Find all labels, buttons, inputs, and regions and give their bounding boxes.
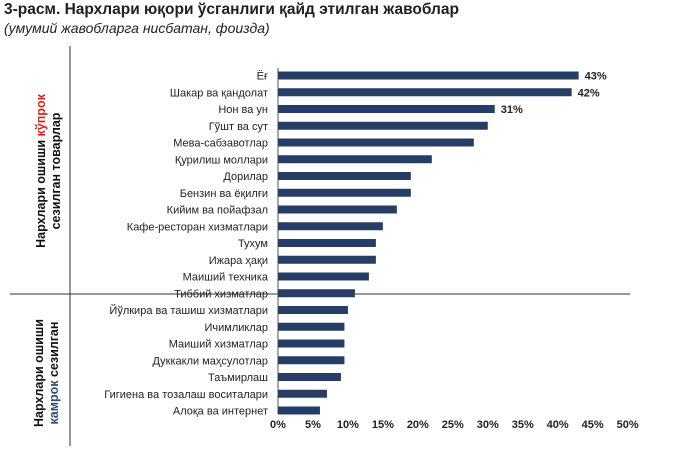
data-label-1: 43% — [585, 71, 607, 83]
x-tick-4: 20% — [407, 419, 429, 431]
bar-1 — [278, 71, 579, 80]
bar-14 — [278, 289, 355, 298]
data-label-2: 42% — [578, 87, 600, 99]
category-label-4: Гўшт ва сут — [209, 121, 268, 133]
x-tick-1: 5% — [305, 419, 321, 431]
category-label-21: Алоқа ва интернет — [173, 406, 268, 418]
data-label-3: 31% — [501, 104, 523, 116]
category-label-19: Таъмирлаш — [208, 372, 268, 384]
category-label-18: Дуккакли маҳсулотлар — [152, 355, 268, 367]
category-label-17: Маиший хизматлар — [169, 339, 268, 351]
category-label-1: Ёғ — [257, 71, 268, 83]
category-label-20: Гигиена ва тозалаш воситалари — [104, 389, 268, 401]
category-label-6: Қурилиш моллари — [175, 154, 268, 166]
category-label-10: Кафе-ресторан хизматлари — [127, 221, 268, 233]
category-label-8: Бензин ва ёқилғи — [180, 188, 268, 200]
category-label-12: Ижара ҳақи — [209, 255, 268, 267]
bar-16 — [278, 322, 345, 331]
x-tick-6: 30% — [477, 419, 499, 431]
bar-18 — [278, 356, 345, 365]
bar-2 — [278, 88, 572, 97]
chart-subtitle: (умумий жавобларга нисбатан, фоизда) — [4, 20, 270, 36]
bar-13 — [278, 272, 369, 281]
bar-9 — [278, 205, 397, 214]
category-label-7: Дорилар — [223, 171, 268, 183]
bar-17 — [278, 339, 345, 348]
x-tick-2: 10% — [337, 419, 359, 431]
x-tick-8: 40% — [547, 419, 569, 431]
bar-5 — [278, 138, 474, 147]
category-label-3: Нон ва ун — [218, 104, 268, 116]
bar-11 — [278, 239, 376, 247]
bar-15 — [278, 306, 348, 314]
chart-title: 3-расм. Нархлари юқори ўсганлиги қайд эт… — [4, 1, 459, 18]
category-label-15: Йўлкира ва ташиш хизматлари — [109, 304, 268, 317]
x-tick-9: 45% — [582, 419, 604, 431]
category-label-2: Шакар ва қандолат — [170, 87, 268, 99]
category-label-9: Кийим ва пойафзал — [167, 205, 268, 217]
x-tick-3: 15% — [372, 419, 394, 431]
bar-4 — [278, 121, 488, 130]
bar-19 — [278, 373, 341, 381]
category-label-5: Мева-сабзавотлар — [173, 138, 268, 150]
bar-8 — [278, 188, 411, 197]
x-tick-0: 0% — [270, 419, 286, 431]
category-label-11: Тухум — [238, 238, 268, 250]
bar-21 — [278, 406, 320, 415]
bar-12 — [278, 255, 376, 264]
category-label-13: Маиший техника — [183, 272, 269, 284]
x-tick-5: 25% — [442, 419, 464, 431]
bar-6 — [278, 155, 432, 164]
category-label-16: Ичимликлар — [205, 322, 269, 334]
category-label-14: Тиббий хизматлар — [174, 288, 268, 300]
bar-3 — [278, 105, 495, 113]
x-tick-7: 35% — [512, 419, 534, 431]
bar-10 — [278, 222, 383, 231]
x-tick-10: 50% — [617, 419, 639, 431]
bar-7 — [278, 172, 411, 180]
bar-20 — [278, 389, 327, 398]
